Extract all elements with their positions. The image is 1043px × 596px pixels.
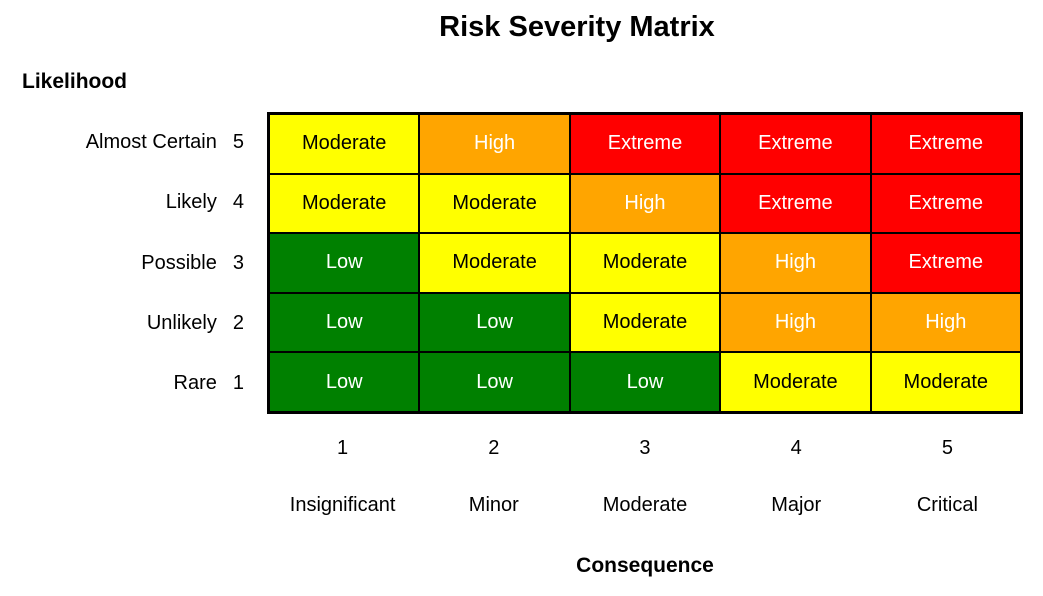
- matrix-cell-likelihood-4-consequence-4: Extreme: [720, 173, 871, 234]
- matrix-cell-likelihood-2-consequence-1: Low: [269, 292, 420, 353]
- column-number-1: 1: [337, 437, 349, 459]
- column-label-moderate: Moderate: [602, 494, 688, 516]
- column-number-2: 2: [488, 437, 500, 459]
- matrix-cell-likelihood-4-consequence-2: Moderate: [419, 173, 570, 234]
- likelihood-name: Rare: [173, 372, 217, 395]
- consequence-column-names: Insignificant Minor Moderate Major Critical: [267, 494, 1023, 517]
- matrix-cell-likelihood-5-consequence-2: High: [419, 114, 570, 174]
- row-label-almost-certain: Almost Certain 5: [0, 112, 244, 172]
- row-label-unlikely: Unlikely 2: [0, 293, 244, 353]
- likelihood-name: Possible: [141, 251, 217, 274]
- consequence-axis-label: Consequence: [576, 554, 714, 577]
- column-label-insignificant: Insignificant: [289, 494, 396, 516]
- matrix-cell-likelihood-3-consequence-4: High: [720, 233, 871, 293]
- matrix-cell-likelihood-3-consequence-3: Moderate: [569, 233, 721, 293]
- column-number-5: 5: [941, 437, 953, 459]
- likelihood-row-labels: Almost Certain 5 Likely 4 Possible 3 Unlikely 2…: [0, 112, 244, 414]
- consequence-column-numbers: 1 2 3 4 5: [267, 437, 1023, 460]
- matrix-cell-likelihood-5-consequence-4: Extreme: [720, 114, 871, 174]
- matrix-cell-likelihood-3-consequence-5: Extreme: [870, 233, 1021, 293]
- row-label-possible: Possible 3: [0, 233, 244, 293]
- likelihood-name: Unlikely: [146, 311, 217, 334]
- likelihood-name: Likely: [165, 191, 217, 214]
- matrix-cell-likelihood-1-consequence-1: Low: [269, 352, 420, 412]
- matrix-cell-likelihood-5-consequence-5: Extreme: [870, 114, 1021, 174]
- likelihood-number: 4: [232, 191, 244, 214]
- column-number-4: 4: [790, 437, 802, 459]
- row-label-likely: Likely 4: [0, 172, 244, 232]
- matrix-cell-likelihood-1-consequence-5: Moderate: [870, 352, 1021, 412]
- likelihood-axis-label: Likelihood: [22, 70, 127, 93]
- matrix-cell-likelihood-3-consequence-2: Moderate: [419, 233, 570, 293]
- matrix-cell-likelihood-4-consequence-5: Extreme: [870, 173, 1021, 234]
- likelihood-number: 3: [232, 251, 244, 274]
- matrix-cell-likelihood-2-consequence-3: Moderate: [569, 292, 721, 353]
- column-number-3: 3: [639, 437, 651, 459]
- matrix-cell-likelihood-1-consequence-4: Moderate: [720, 352, 871, 412]
- column-label-minor: Minor: [468, 494, 519, 516]
- chart-title: Risk Severity Matrix: [439, 11, 715, 43]
- likelihood-name: Almost Certain: [85, 130, 217, 153]
- risk-matrix-grid: Moderate High Extreme Extreme Extreme Moderat…: [267, 112, 1023, 414]
- likelihood-number: 1: [232, 372, 244, 395]
- row-label-rare: Rare 1: [0, 354, 244, 414]
- matrix-cell-likelihood-4-consequence-1: Moderate: [269, 173, 420, 234]
- matrix-cell-likelihood-5-consequence-3: Extreme: [569, 114, 721, 174]
- matrix-cell-likelihood-3-consequence-1: Low: [269, 233, 420, 293]
- likelihood-number: 5: [232, 130, 244, 153]
- matrix-cell-likelihood-2-consequence-4: High: [720, 292, 871, 353]
- matrix-cell-likelihood-2-consequence-2: Low: [419, 292, 570, 353]
- matrix-cell-likelihood-1-consequence-2: Low: [419, 352, 570, 412]
- matrix-cell-likelihood-2-consequence-5: High: [870, 292, 1021, 353]
- matrix-cell-likelihood-5-consequence-1: Moderate: [269, 114, 420, 174]
- matrix-cell-likelihood-1-consequence-3: Low: [569, 352, 721, 412]
- column-label-critical: Critical: [916, 494, 978, 516]
- matrix-cell-likelihood-4-consequence-3: High: [569, 173, 721, 234]
- column-label-major: Major: [771, 494, 822, 516]
- likelihood-number: 2: [232, 311, 244, 334]
